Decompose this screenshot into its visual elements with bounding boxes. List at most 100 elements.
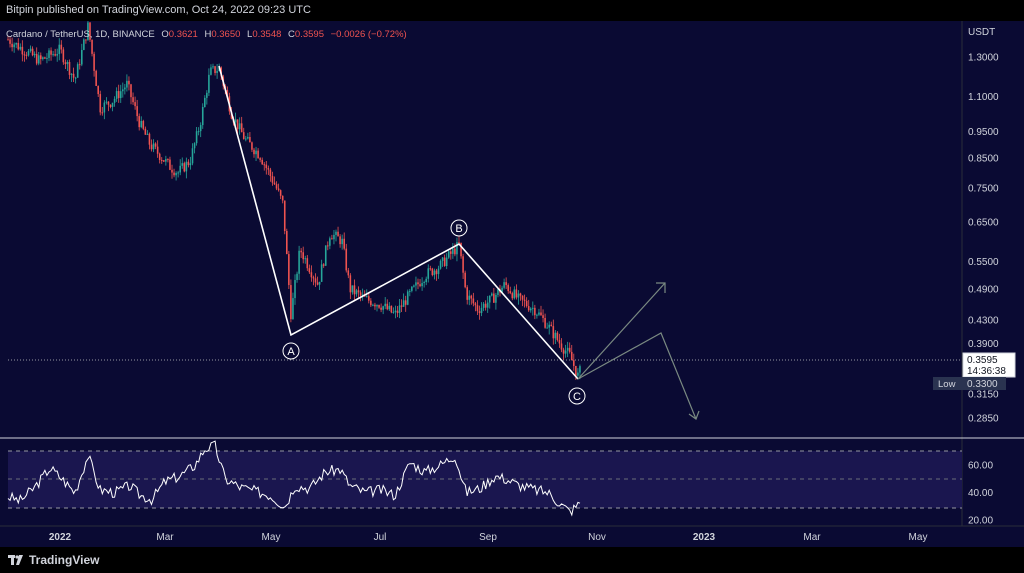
candle-body-27 — [62, 49, 65, 63]
candle-body-158 — [331, 238, 333, 240]
candle-body-267 — [554, 332, 557, 339]
publisher-line: Bitpin published on TradingView.com, Oct… — [6, 4, 311, 16]
candle-body-279 — [579, 366, 581, 373]
candle-body-70 — [150, 144, 153, 150]
candle-body-45 — [99, 94, 102, 113]
candle-body-118 — [249, 137, 251, 143]
candle-body-228 — [474, 303, 477, 306]
price-pane[interactable] — [0, 21, 962, 438]
candle-body-112 — [236, 119, 239, 130]
price-chart[interactable]: A B C Cardano / TetherUS, 1D, BINANCE O0… — [0, 21, 1024, 547]
candle-body-51 — [111, 102, 114, 107]
candle-body-223 — [464, 272, 466, 288]
price-tick-4: 0.7500 — [968, 183, 999, 194]
publisher-bar: Bitpin published on TradingView.com, Oct… — [0, 0, 1024, 21]
price-tick-9: 0.3900 — [968, 339, 999, 350]
candle-body-233 — [484, 303, 487, 308]
candle-body-243 — [505, 282, 507, 286]
bar-countdown: 14:36:38 — [967, 366, 1006, 377]
candle-body-128 — [269, 169, 272, 177]
candle-body-50 — [109, 104, 112, 107]
low-marker: Low 0.3300 — [933, 377, 1006, 390]
candle-body-213 — [443, 257, 446, 267]
candle-body-276 — [573, 360, 575, 366]
price-tick-7: 0.4900 — [968, 285, 999, 296]
candle-body-277 — [575, 365, 577, 376]
candle-body-259 — [538, 312, 540, 315]
candle-body-229 — [476, 305, 479, 312]
candle-body-274 — [568, 347, 571, 352]
tradingview-logo[interactable]: TradingView — [8, 553, 99, 567]
candle-body-54 — [117, 91, 120, 99]
candle-body-75 — [160, 159, 163, 161]
candle-body-46 — [101, 112, 104, 114]
candle-body-142 — [298, 250, 300, 274]
candle-body-187 — [390, 305, 393, 313]
candle-body-175 — [365, 296, 368, 298]
candle-body-153 — [320, 264, 323, 282]
candle-body-181 — [378, 305, 380, 308]
low-value: 0.3548 — [252, 29, 281, 40]
candle-body-116 — [245, 138, 247, 140]
candle-body-226 — [470, 295, 473, 299]
candle-body-20 — [48, 50, 50, 58]
candle-body-120 — [253, 149, 255, 155]
candle-body-257 — [534, 307, 536, 316]
candle-body-21 — [50, 50, 52, 55]
candle-body-80 — [171, 169, 173, 173]
candle-body-173 — [361, 294, 364, 296]
candle-body-88 — [187, 161, 190, 166]
candle-body-211 — [439, 260, 442, 269]
candle-body-184 — [384, 303, 386, 307]
candle-body-123 — [259, 158, 261, 160]
candle-body-207 — [431, 268, 434, 276]
candle-body-55 — [119, 91, 122, 99]
candle-body-10 — [27, 50, 30, 56]
candle-body-17 — [42, 57, 44, 60]
candle-body-273 — [566, 347, 569, 351]
candle-body-101 — [214, 66, 216, 74]
chart-area[interactable]: A B C Cardano / TetherUS, 1D, BINANCE O0… — [0, 21, 1024, 547]
candle-body-258 — [536, 314, 538, 316]
candle-body-145 — [304, 258, 307, 260]
candle-body-44 — [97, 85, 99, 95]
price-tick-10: 0.3150 — [968, 390, 999, 401]
candle-body-30 — [68, 62, 71, 75]
candle-body-4 — [15, 42, 17, 45]
candle-body-191 — [398, 305, 401, 313]
candle-body-220 — [458, 242, 460, 244]
projection-down-line[interactable] — [577, 332, 697, 420]
candle-body-185 — [386, 303, 389, 310]
candle-body-18 — [44, 57, 46, 59]
candle-body-119 — [251, 142, 253, 150]
symbol-legend[interactable]: Cardano / TetherUS, 1D, BINANCE O0.3621 … — [6, 29, 407, 40]
candle-body-81 — [173, 172, 175, 176]
candle-body-155 — [324, 245, 327, 266]
candle-body-78 — [167, 159, 169, 161]
candle-body-5 — [17, 42, 20, 50]
candle-body-218 — [454, 248, 456, 255]
candle-body-33 — [74, 77, 77, 79]
tradingview-brand-text: TradingView — [29, 553, 100, 567]
candle-body-151 — [316, 282, 319, 285]
candle-body-35 — [78, 64, 81, 66]
candle-body-162 — [339, 236, 341, 245]
candle-body-12 — [31, 48, 34, 56]
candle-body-186 — [388, 305, 391, 310]
wave-label-c[interactable]: C — [568, 387, 586, 405]
projection-arrows[interactable] — [577, 282, 700, 420]
price-tick-1: 1.1000 — [968, 92, 999, 103]
candle-body-125 — [263, 164, 266, 166]
wave-label-b[interactable]: B — [450, 219, 468, 237]
candle-body-152 — [318, 281, 321, 285]
candle-body-203 — [423, 282, 425, 284]
projection-up-line[interactable] — [577, 282, 666, 380]
abc-wave-line[interactable] — [218, 65, 579, 380]
candle-body-214 — [445, 257, 448, 267]
symbol-name[interactable]: Cardano / TetherUS, 1D, BINANCE — [6, 29, 155, 40]
candle-body-41 — [91, 39, 93, 54]
wave-label-a-text: A — [287, 346, 295, 358]
candle-body-91 — [193, 143, 196, 149]
wave-label-a[interactable]: A — [282, 342, 300, 360]
candle-body-47 — [103, 102, 106, 113]
